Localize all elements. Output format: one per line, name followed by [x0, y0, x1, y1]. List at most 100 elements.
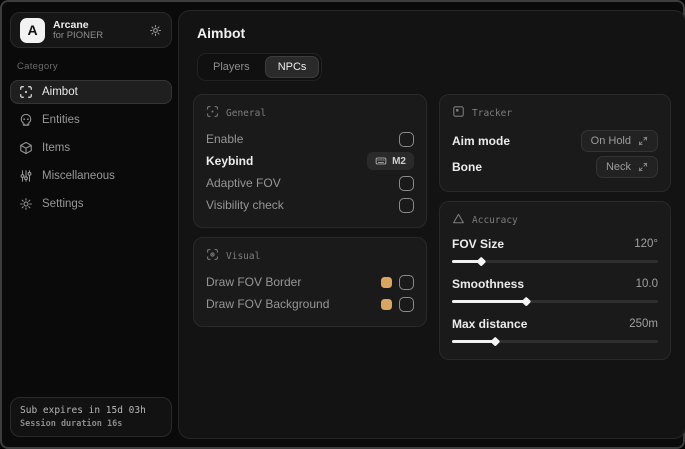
- draw-fov-border-checkbox[interactable]: [399, 274, 414, 290]
- setting-label: Smoothness: [452, 277, 525, 291]
- setting-label: Draw FOV Border: [206, 275, 302, 289]
- smoothness-value: 10.0: [635, 278, 658, 290]
- content-columns: General Enable Keybind: [193, 94, 671, 369]
- sidebar-item-label: Miscellaneous: [42, 170, 115, 182]
- draw-fov-background-checkbox[interactable]: [399, 296, 414, 312]
- left-column: General Enable Keybind: [193, 94, 427, 369]
- slider-fill: [452, 340, 496, 343]
- setting-row-smoothness: Smoothness 10.0: [452, 275, 658, 306]
- card-title: General: [226, 107, 267, 119]
- slider-thumb[interactable]: [521, 296, 532, 306]
- slider-thumb[interactable]: [476, 256, 486, 266]
- fov-size-value: 120°: [634, 238, 658, 250]
- aim-mode-dropdown[interactable]: On Hold: [580, 130, 658, 152]
- tab-bar: Players NPCs: [197, 53, 323, 81]
- slider-track: [452, 260, 658, 263]
- setting-label: Visibility check: [206, 198, 284, 212]
- setting-label: Draw FOV Background: [206, 297, 330, 311]
- sidebar-item-miscellaneous[interactable]: Miscellaneous: [10, 164, 172, 188]
- category-label: Category: [17, 61, 58, 72]
- color-swatch[interactable]: [381, 276, 392, 288]
- expand-icon: [638, 162, 648, 172]
- color-swatch[interactable]: [381, 298, 392, 310]
- visual-card-header: Visual: [206, 248, 414, 264]
- accuracy-card: Accuracy FOV Size 120°: [439, 201, 671, 360]
- setting-label: Enable: [206, 132, 244, 146]
- row-controls: [381, 274, 414, 290]
- frame-icon: [452, 105, 465, 121]
- visibility-check-checkbox[interactable]: [399, 197, 414, 213]
- arcane-logo: A: [20, 17, 45, 43]
- keybind-button[interactable]: M2: [367, 152, 414, 170]
- gear-icon: [19, 197, 33, 211]
- sidebar-item-aimbot[interactable]: Aimbot: [10, 80, 172, 104]
- sidebar-item-label: Aimbot: [42, 86, 78, 98]
- visual-card: Visual Draw FOV Border Draw FOV Backgrou…: [193, 237, 427, 327]
- sidebar-item-label: Settings: [42, 198, 84, 210]
- setting-row-draw-fov-background: Draw FOV Background: [206, 293, 414, 315]
- sidebar-nav: Aimbot Entities: [10, 80, 172, 216]
- tracker-card-header: Tracker: [452, 105, 658, 121]
- triangle-icon: [452, 212, 465, 228]
- page-title: Aimbot: [197, 25, 246, 41]
- setting-row-keybind: Keybind M2: [206, 150, 414, 172]
- right-column: Tracker Aim mode On Hold Bone: [439, 94, 671, 369]
- logo-letter: A: [27, 22, 38, 38]
- sub-expiry-text: Sub expires in 15d 03h: [20, 405, 146, 416]
- setting-label: FOV Size: [452, 237, 505, 251]
- setting-label: Keybind: [206, 154, 254, 168]
- adaptive-fov-checkbox[interactable]: [399, 175, 414, 191]
- gear-icon[interactable]: [149, 24, 162, 37]
- setting-label: Max distance: [452, 317, 528, 331]
- subscription-info: Sub expires in 15d 03h Session duration …: [10, 397, 172, 437]
- slider-fill: [452, 260, 481, 263]
- skull-icon: [19, 113, 33, 127]
- crosshair-scan-icon: [206, 105, 219, 121]
- setting-row-enable: Enable: [206, 128, 414, 150]
- slider-track: [452, 340, 658, 343]
- slider-thumb[interactable]: [490, 336, 501, 346]
- slider-head: Max distance 250m: [452, 315, 658, 333]
- package-icon: [19, 141, 33, 155]
- setting-label: Bone: [452, 160, 482, 174]
- main-panel: Aimbot Players NPCs Gene: [178, 10, 685, 439]
- slider-head: FOV Size 120°: [452, 235, 658, 253]
- slider-fill: [452, 300, 527, 303]
- setting-row-adaptive-fov: Adaptive FOV: [206, 172, 414, 194]
- card-title: Accuracy: [472, 214, 518, 226]
- brand-card: A Arcane for PIONER: [10, 12, 172, 48]
- sidebar-item-label: Entities: [42, 114, 80, 126]
- keybind-value: M2: [392, 155, 406, 167]
- tab-players[interactable]: Players: [200, 56, 263, 78]
- max-distance-slider[interactable]: [452, 336, 658, 346]
- enable-checkbox[interactable]: [399, 131, 414, 147]
- slider-track: [452, 300, 658, 303]
- setting-row-aim-mode: Aim mode On Hold: [452, 128, 658, 154]
- brand-subtitle: for PIONER: [53, 29, 104, 41]
- sidebar-item-label: Items: [42, 142, 71, 154]
- scan-eye-icon: [206, 248, 219, 264]
- card-title: Tracker: [472, 107, 513, 119]
- sidebar-item-items[interactable]: Items: [10, 136, 172, 160]
- setting-row-visibility-check: Visibility check: [206, 194, 414, 216]
- smoothness-slider[interactable]: [452, 296, 658, 306]
- bone-dropdown[interactable]: Neck: [595, 156, 658, 178]
- expand-icon: [638, 136, 648, 146]
- keyboard-icon: [375, 157, 387, 165]
- max-distance-value: 250m: [629, 318, 658, 330]
- card-title: Visual: [226, 250, 261, 262]
- sliders-icon: [19, 169, 33, 183]
- session-duration-text: Session duration 16s: [20, 419, 123, 429]
- tab-npcs[interactable]: NPCs: [264, 56, 320, 78]
- sidebar: A Arcane for PIONER Category: [2, 2, 172, 447]
- sidebar-item-entities[interactable]: Entities: [10, 108, 172, 132]
- brand-text: Arcane for PIONER: [53, 19, 141, 42]
- accuracy-card-header: Accuracy: [452, 212, 658, 228]
- crosshair-scan-icon: [19, 85, 33, 99]
- fov-size-slider[interactable]: [452, 256, 658, 266]
- general-card: General Enable Keybind: [193, 94, 427, 228]
- setting-row-max-distance: Max distance 250m: [452, 315, 658, 346]
- general-card-header: General: [206, 105, 414, 121]
- sidebar-item-settings[interactable]: Settings: [10, 192, 172, 216]
